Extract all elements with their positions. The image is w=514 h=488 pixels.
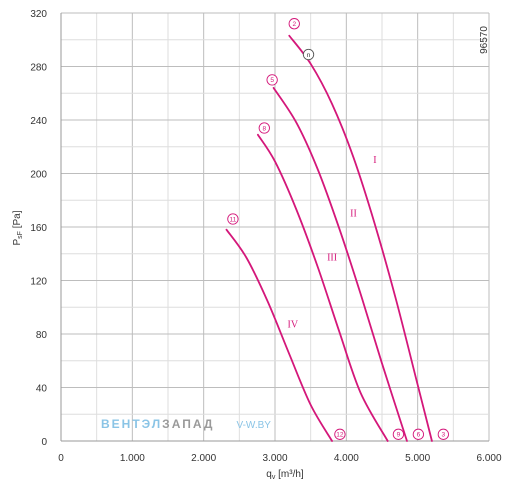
y-tick-label: 200: [30, 170, 47, 181]
y-tick-label: 40: [36, 384, 48, 395]
watermark-brand-b: ЗАПАД: [162, 417, 214, 431]
watermark: ВЕНТЭЛЗАПАД V-W.BY: [101, 417, 271, 431]
watermark-brand-a: ВЕНТЭЛ: [101, 417, 162, 431]
x-tick-label: 6.000: [476, 453, 501, 464]
curve-iii-start-marker-text: 8: [262, 125, 266, 132]
y-tick-label: 160: [30, 223, 47, 234]
curve-i-line: [288, 34, 433, 442]
curve-i-mid-marker-text: n: [307, 52, 311, 59]
y-tick-label: 80: [36, 330, 48, 341]
curve-iv-label: IV: [288, 319, 299, 330]
curve-iv-start-marker-text: 11: [230, 216, 237, 223]
curve-iv-end-marker-circle: [334, 428, 346, 440]
grid: [60, 12, 490, 442]
curve-i-end-marker-circle: [437, 428, 449, 440]
curve-iii-label: III: [327, 252, 337, 263]
curve-iii-end-marker-text: 9: [397, 432, 401, 439]
x-tick-labels: 0 1.000 2.000 3.000 4.000 5.000 6.000: [58, 453, 502, 464]
x-tick-label: 5.000: [405, 453, 430, 464]
curve-i-start-marker-text: 2: [292, 21, 296, 28]
x-tick-label: 3.000: [262, 453, 287, 464]
y-tick-label: 0: [41, 437, 47, 448]
figure-code: 96570: [479, 26, 490, 54]
y-tick-labels: 0 40 80 120 160 200 240 280 320: [30, 9, 47, 448]
curve-markers: 2 3 n 5 6 8 9 11 12: [227, 18, 449, 440]
y-tick-label: 320: [30, 9, 47, 20]
x-axis-title: qv [m³/h]: [266, 469, 304, 481]
curve-i-end-marker-text: 3: [442, 432, 446, 439]
curves: [225, 34, 433, 442]
x-tick-label: 2.000: [191, 453, 216, 464]
watermark-url: V-W.BY: [236, 420, 271, 431]
x-tick-label: 4.000: [334, 453, 359, 464]
x-tick-label: 0: [58, 453, 64, 464]
y-tick-label: 280: [30, 63, 47, 74]
curve-ii-line: [272, 87, 408, 442]
curve-ii-label: II: [350, 208, 357, 219]
curve-ii-end-marker-text: 6: [417, 432, 421, 439]
curve-iii-start-marker-circle: [258, 122, 270, 134]
curve-i-label: I: [373, 155, 376, 166]
curve-iv-end-marker-text: 12: [336, 432, 344, 439]
curve-ii-start-marker-circle: [266, 74, 278, 86]
curve-ii-start-marker-text: 5: [270, 77, 274, 84]
curve-i-start-marker-circle: [288, 18, 300, 30]
y-axis-title: PsF [Pa]: [12, 210, 24, 245]
y-tick-label: 120: [30, 277, 47, 288]
y-tick-label: 240: [30, 116, 47, 127]
curve-iv-line: [225, 228, 333, 442]
curve-iii-end-marker-circle: [392, 428, 405, 440]
curve-iii-line: [256, 133, 389, 442]
curve-ii-end-marker-circle: [412, 428, 425, 440]
curve-iv-start-marker-circle: [227, 213, 239, 225]
x-tick-label: 1.000: [120, 453, 145, 464]
curve-i-mid-marker-circle: [302, 48, 315, 61]
